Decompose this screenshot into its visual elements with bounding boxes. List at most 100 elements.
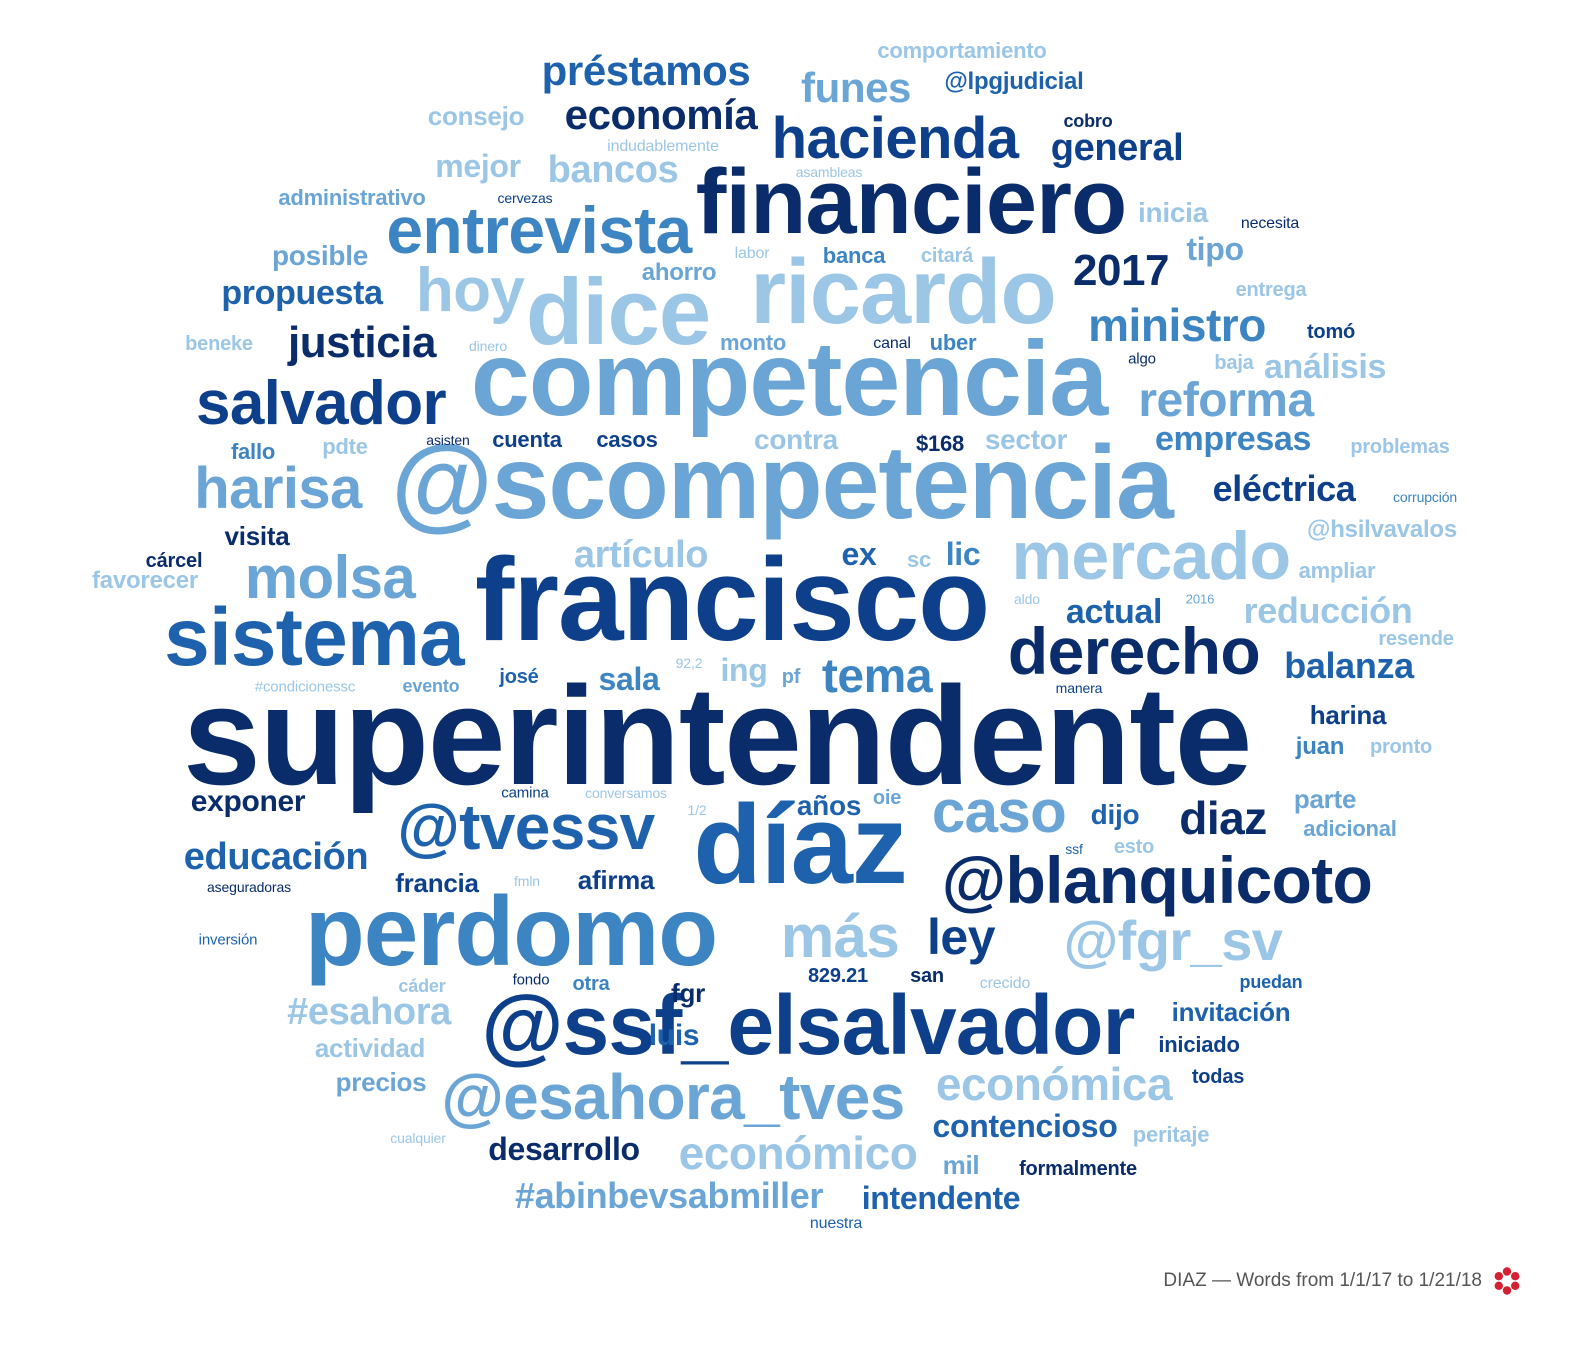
word-ssf-elsalvador: @ssf_elsalvador [481,978,1135,1072]
word-economico: económico [678,1127,918,1179]
word-entrega: entrega [1235,279,1307,301]
word-condicionessc: #condicionessc [254,678,356,696]
word-lpgjudicial: @lpgjudicial [944,68,1084,95]
word-nuestra: nuestra [809,1215,863,1232]
word-molsa: molsa [244,544,416,611]
word-peritaje: peritaje [1132,1122,1210,1147]
word-mil: mil [942,1150,980,1180]
word-prestamos: préstamos [541,47,751,94]
word-asisten: asisten [426,432,470,448]
word-economica: económica [935,1058,1173,1110]
word-jose: josé [499,666,539,688]
word-todas: todas [1191,1066,1245,1088]
word-mercado: mercado [1011,518,1291,594]
word-necesita: necesita [1240,215,1300,232]
word-salvador: salvador [195,369,447,438]
word-reduccion: reducción [1243,590,1413,631]
word-dijo: dijo [1090,799,1140,830]
word-reforma: reforma [1138,374,1314,427]
word-harina: harina [1309,700,1387,730]
word-fmln: fmln [514,873,540,889]
word-afirma: afirma [577,865,655,895]
word-puedan: puedan [1239,972,1303,992]
word-sc: sc [906,547,932,572]
word-funes: funes [801,64,911,111]
word-monto: monto [719,330,787,355]
word-parte: parte [1293,784,1357,814]
word-favorecer: favorecer [92,567,198,594]
word-hoy: hoy [415,256,525,325]
word-esahora-tves: @esahora_tves [441,1061,905,1133]
word-banca: banca [822,243,886,268]
word-entrevista: entrevista [386,193,692,267]
word-1-2: 1/2 [687,802,707,818]
word-labor: labor [734,245,770,262]
word-articulo: artículo [573,534,709,576]
word-beneke: beneke [185,333,253,355]
word-financiero: financiero [695,151,1127,253]
word-caso: caso [931,778,1067,845]
caption: DIAZ — Words from 1/1/17 to 1/21/18 [1163,1266,1522,1296]
word-abinbevsabmiller: #abinbevsabmiller [514,1175,824,1216]
word-camina: camina [501,784,549,802]
word-esahora: #esahora [287,991,451,1033]
word-desarrollo: desarrollo [488,1131,640,1167]
word-posible: posible [271,240,369,271]
word-dice: dice [525,259,711,364]
word-cuenta: cuenta [492,427,562,452]
word-sala: sala [598,661,660,697]
word-balanza: balanza [1284,645,1414,686]
word-crecido: crecido [979,975,1031,992]
word-actual: actual [1065,593,1163,631]
word-baja: baja [1214,352,1254,374]
word-ampliar: ampliar [1298,558,1376,583]
word-ssf: ssf [1065,841,1083,857]
word-contra: contra [754,424,838,455]
word-bancos: bancos [547,149,679,191]
word-francia: francia [395,868,479,898]
word-educacion: educación [183,836,369,878]
word-consejo: consejo [427,101,525,131]
word-justicia: justicia [287,318,437,367]
word-corrupcion: corrupción [1393,489,1457,505]
word-ahorro: ahorro [641,259,717,286]
word-iniciado: iniciado [1158,1032,1240,1057]
word-sector: sector [984,424,1068,455]
word-luis: luis [648,1019,700,1052]
word-electrica: eléctrica [1212,468,1356,509]
word-mejor: mejor [435,148,521,184]
word-fgr-sv: @fgr_sv [1063,909,1283,972]
word-sistema: sistema [164,592,465,683]
word-esto: esto [1113,836,1155,858]
word-francisco: francisco [474,534,990,666]
word-conversamos: conversamos [585,785,667,801]
word-harisa: harisa [194,456,362,521]
word-asambleas: asambleas [795,164,863,180]
word-inicia: inicia [1138,197,1208,228]
word-tvessv: @tvessv [397,791,655,863]
word-actividad: actividad [314,1033,426,1063]
word-ministro: ministro [1088,299,1266,351]
word-invitacion: invitación [1171,997,1291,1027]
word-pdte: pdte [322,434,368,459]
word-lic: lic [945,536,981,572]
word-168: $168 [915,431,965,456]
word-ing: ing [720,652,768,688]
word-otra: otra [572,973,610,995]
word-92-2: 92,2 [675,655,703,671]
word-comportamiento: comportamiento [877,38,1047,63]
word-propuesta: propuesta [221,274,383,312]
word-visita: visita [224,521,290,551]
word-oie: oie [872,787,902,809]
word-canal: canal [873,335,911,352]
word-intendente: intendente [861,1180,1021,1216]
word-cobro: cobro [1063,111,1113,131]
word-empresas: empresas [1154,420,1312,458]
word-hsilvavalos: @hsilvavalos [1307,516,1457,543]
word-2016: 2016 [1185,591,1215,607]
word-analisis: análisis [1263,348,1387,386]
word-algo: algo [1128,350,1156,368]
word-contencioso: contencioso [932,1108,1118,1144]
word-aseguradoras: aseguradoras [207,879,291,895]
word-hacienda: hacienda [771,106,1019,171]
